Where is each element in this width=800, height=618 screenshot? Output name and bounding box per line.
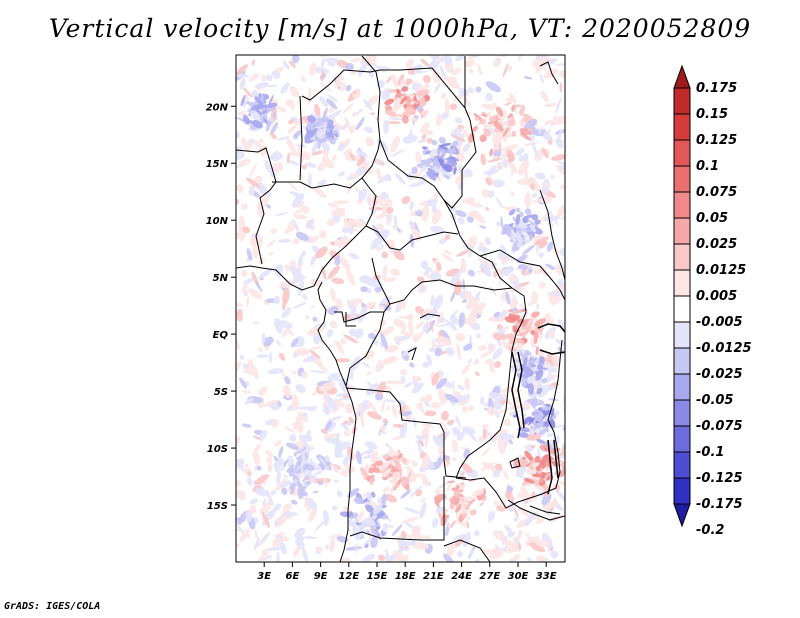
border-17 bbox=[443, 539, 491, 562]
grads-credit: GrADS: IGES/COLA bbox=[4, 601, 101, 612]
longitude-axis: 3E 6E 9E 12E 15E 18E 21E 24E 27E 30E 33E bbox=[257, 562, 557, 582]
border-3 bbox=[236, 147, 277, 265]
lon-tick-label: 21E bbox=[423, 571, 444, 582]
river-spot-2 bbox=[407, 347, 417, 361]
colorbar-swatch bbox=[673, 477, 691, 505]
lake-small-1 bbox=[509, 457, 521, 469]
colorbar-top-arrow bbox=[673, 64, 691, 89]
lon-tick-label: 18E bbox=[395, 571, 416, 582]
lon-tick-label: 12E bbox=[338, 571, 359, 582]
map-title: Vertical velocity [m/s] at 1000hPa, VT: … bbox=[48, 14, 752, 43]
colorbar-label: -0.125 bbox=[696, 471, 743, 486]
lat-tick-label: 20N bbox=[206, 102, 229, 113]
country-borders bbox=[236, 55, 565, 562]
colorbar-bottom-arrow bbox=[673, 503, 691, 528]
lon-tick-label: 3E bbox=[257, 571, 271, 582]
colorbar-label: 0.05 bbox=[696, 211, 728, 226]
colorbar-swatch bbox=[673, 113, 691, 141]
colorbar-label: 0.15 bbox=[696, 107, 728, 122]
border-9 bbox=[389, 279, 513, 305]
colorbar-label: 0.175 bbox=[696, 81, 737, 96]
colorbar-swatch bbox=[673, 191, 691, 219]
lat-tick-label: 10N bbox=[206, 216, 229, 227]
border-16 bbox=[539, 189, 565, 281]
colorbar-swatch bbox=[673, 399, 691, 427]
border-15 bbox=[479, 249, 565, 301]
border-1 bbox=[272, 177, 363, 189]
lon-tick-label: 6E bbox=[286, 571, 300, 582]
border-13 bbox=[349, 476, 445, 541]
colorbar-swatch bbox=[673, 425, 691, 453]
lake-victoria bbox=[537, 323, 565, 355]
colorbar-label: -0.05 bbox=[696, 393, 733, 408]
colorbar-label: -0.175 bbox=[696, 497, 743, 512]
border-4 bbox=[299, 95, 303, 181]
lat-tick-label: 15N bbox=[206, 159, 229, 170]
colorbar-swatch bbox=[673, 165, 691, 193]
colorbar-label: -0.1 bbox=[696, 445, 724, 460]
border-top-right bbox=[539, 61, 559, 85]
border-5 bbox=[379, 107, 477, 209]
colorbar-swatch bbox=[673, 139, 691, 167]
colorbar-label: 0.125 bbox=[696, 133, 737, 148]
river-spot-1 bbox=[419, 313, 441, 319]
colorbar-swatch bbox=[673, 295, 691, 323]
lat-tick-label: EQ bbox=[213, 330, 229, 341]
lon-tick-label: 33E bbox=[536, 571, 557, 582]
lat-tick-label: 5S bbox=[214, 387, 228, 398]
lat-tick-label: 5N bbox=[213, 273, 229, 284]
velocity-field bbox=[236, 55, 565, 562]
border-8 bbox=[334, 257, 391, 323]
border-7 bbox=[365, 225, 459, 251]
colorbar-label: 0.1 bbox=[696, 159, 719, 174]
border-18 bbox=[507, 499, 565, 521]
border-11 bbox=[345, 387, 467, 479]
lat-tick-label: 10S bbox=[207, 444, 228, 455]
colorbar-swatch bbox=[673, 243, 691, 271]
border-10 bbox=[345, 311, 385, 387]
border-14 bbox=[455, 339, 563, 509]
colorbar-label: 0.005 bbox=[696, 289, 737, 304]
lon-tick-label: 24E bbox=[451, 571, 472, 582]
lat-tick-label: 15S bbox=[207, 501, 228, 512]
border-2 bbox=[301, 56, 466, 110]
lon-tick-label: 30E bbox=[508, 571, 529, 582]
colorbar-swatch bbox=[673, 451, 691, 479]
lake-small-2 bbox=[529, 505, 561, 515]
colorbar-label: 0.025 bbox=[696, 237, 737, 252]
border-6 bbox=[443, 199, 527, 479]
colorbar-label: -0.025 bbox=[696, 367, 743, 382]
map-frame bbox=[235, 54, 566, 563]
colorbar-swatch bbox=[673, 87, 691, 115]
lon-tick-label: 27E bbox=[479, 571, 500, 582]
colorbar-label: -0.075 bbox=[696, 419, 743, 434]
colorbar: 0.175 0.15 0.125 0.1 0.075 0.05 0.025 0.0125 0.0… bbox=[673, 64, 752, 538]
colorbar-swatch bbox=[673, 373, 691, 401]
lake-malawi bbox=[547, 439, 559, 495]
colorbar-label: -0.0125 bbox=[696, 341, 752, 356]
colorbar-swatch bbox=[673, 321, 691, 349]
colorbar-swatch bbox=[673, 217, 691, 245]
lake-tanganyika bbox=[511, 351, 525, 439]
colorbar-label: 0.0125 bbox=[696, 263, 746, 278]
colorbar-swatch bbox=[673, 269, 691, 297]
colorbar-label: -0.2 bbox=[696, 523, 724, 538]
colorbar-label: -0.005 bbox=[696, 315, 743, 330]
lon-tick-label: 9E bbox=[314, 571, 328, 582]
border-12 bbox=[345, 312, 356, 327]
colorbar-swatch bbox=[673, 347, 691, 375]
latitude-axis: 20N 15N 10N 5N EQ 5S 10S 15S bbox=[206, 102, 236, 512]
lon-tick-label: 15E bbox=[367, 571, 388, 582]
colorbar-label: 0.075 bbox=[696, 185, 737, 200]
